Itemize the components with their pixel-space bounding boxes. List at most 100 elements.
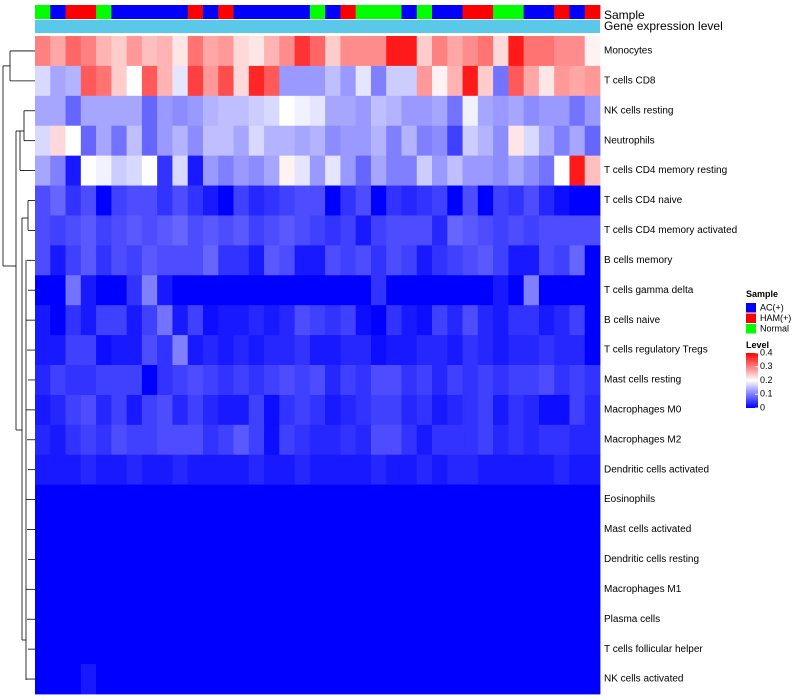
heatmap-cell [523, 365, 540, 396]
heatmap-cell [233, 394, 250, 426]
heatmap-cell [538, 125, 555, 157]
heatmap-cell [264, 454, 280, 486]
heatmap-cell [111, 215, 128, 246]
heatmap-cell [325, 36, 341, 67]
heatmap-cell [172, 634, 189, 665]
heatmap-cell [386, 634, 402, 665]
heatmap-cell [432, 215, 448, 246]
heatmap-cell [202, 215, 219, 246]
heatmap-cell [111, 155, 128, 186]
heatmap-cell [172, 394, 189, 426]
heatmap-cell [462, 275, 479, 306]
heatmap-cell [340, 185, 357, 216]
heatmap-cell [126, 604, 143, 635]
legend-sample-title: Sample [746, 289, 778, 299]
heatmap-cell [80, 125, 97, 157]
heatmap-cell [432, 454, 448, 486]
heatmap-cell [309, 335, 326, 366]
heatmap-cell [569, 424, 586, 456]
heatmap-cell [432, 185, 448, 216]
heatmap-cell [538, 664, 555, 695]
heatmap-cell [554, 634, 570, 665]
heatmap-cell [65, 275, 82, 306]
heatmap-cell [462, 95, 479, 127]
heatmap-cell [172, 544, 189, 575]
heatmap-cell [96, 95, 112, 127]
heatmap-cell [279, 514, 295, 545]
heatmap-cell [126, 544, 143, 575]
heatmap-cell [493, 424, 509, 456]
heatmap-cell [80, 335, 97, 366]
heatmap-cell [80, 664, 97, 695]
heatmap-cell [172, 335, 189, 366]
heatmap-cell [294, 275, 311, 306]
heatmap-cell [50, 215, 66, 246]
heatmap-cell [569, 155, 586, 186]
heatmap-cell [80, 544, 97, 575]
heatmap-cell [370, 125, 387, 157]
heatmap-cell [584, 215, 601, 246]
heatmap-cell [126, 155, 143, 186]
heatmap-cell [279, 36, 295, 67]
heatmap-cell [508, 424, 525, 456]
heatmap-cell [157, 664, 173, 695]
legend-tick-label: 0.4 [760, 347, 773, 357]
heatmap-cell [202, 95, 219, 127]
heatmap-cell [401, 125, 418, 157]
heatmap-cell [584, 484, 601, 515]
heatmap-cell [279, 664, 295, 695]
heatmap-cell [401, 36, 418, 67]
heatmap-cell [355, 514, 372, 545]
heatmap-cell [50, 394, 66, 426]
heatmap-cell [218, 215, 234, 246]
heatmap-cell [218, 125, 234, 157]
heatmap-cell [386, 454, 402, 486]
heatmap-cell [325, 95, 341, 127]
heatmap-cell [233, 604, 250, 635]
sample-cell [386, 5, 402, 19]
heatmap-cell [126, 125, 143, 157]
heatmap-cell [432, 36, 448, 67]
heatmap-cell [157, 424, 173, 456]
heatmap-cell [294, 125, 311, 157]
heatmap-cell [218, 36, 234, 67]
row-label: Monocytes [604, 46, 652, 57]
heatmap-cell [493, 65, 509, 97]
heatmap-cell [294, 155, 311, 186]
heatmap-cell [233, 664, 250, 695]
heatmap-cell [462, 454, 479, 486]
heatmap-cell [340, 215, 357, 246]
heatmap-cell [141, 365, 158, 396]
heatmap-cell [508, 664, 525, 695]
heatmap-cell [325, 454, 341, 486]
heatmap-cell [96, 394, 112, 426]
heatmap-cell [386, 394, 402, 426]
heatmap-cell [462, 514, 479, 545]
heatmap-cell [202, 65, 219, 97]
heatmap-cell [141, 574, 158, 605]
heatmap-cell [141, 215, 158, 246]
heatmap-cell [279, 215, 295, 246]
heatmap-cell [202, 544, 219, 575]
heatmap-cell [65, 574, 82, 605]
heatmap-cell [569, 65, 586, 97]
heatmap-cell [126, 394, 143, 426]
heatmap-cell [370, 335, 387, 366]
heatmap-cell [126, 634, 143, 665]
sample-cell [508, 5, 525, 19]
heatmap-cell [432, 95, 448, 127]
heatmap-cell [187, 305, 204, 336]
heatmap-cell [80, 36, 97, 67]
heatmap-cell [386, 36, 402, 67]
heatmap-cell [233, 454, 250, 486]
heatmap-cell [340, 604, 357, 635]
row-label: Neutrophils [604, 135, 655, 146]
heatmap-cell [538, 335, 555, 366]
heatmap-cell [325, 604, 341, 635]
heatmap-cell [126, 514, 143, 545]
heatmap-cell [50, 574, 66, 605]
heatmap-cell [569, 125, 586, 157]
heatmap-cell [264, 305, 280, 336]
heatmap-cell [218, 95, 234, 127]
heatmap-cell [538, 245, 555, 276]
